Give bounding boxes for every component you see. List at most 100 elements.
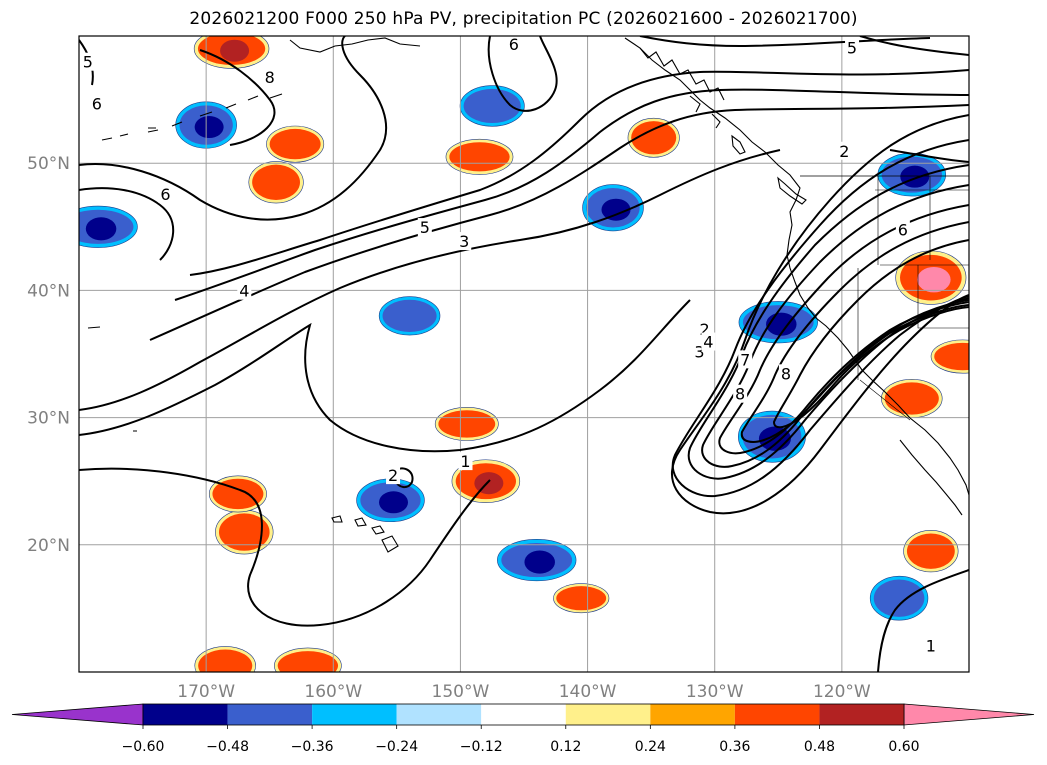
precip-core [900, 165, 930, 188]
colorbar-frame [142, 703, 905, 726]
alaska-coast [289, 37, 421, 53]
colorbar-swatch [650, 704, 735, 725]
colorbar-tick-label: −0.48 [206, 739, 249, 755]
precip-blob [248, 161, 304, 204]
precip-blob [869, 575, 929, 621]
colorbar-swatch [734, 704, 820, 725]
precip-blob [553, 583, 610, 614]
contour-label: 4 [239, 282, 249, 301]
colorbar-tick-label: 0.24 [635, 739, 666, 755]
contour-label: 4 [703, 333, 713, 352]
precip-mid [556, 586, 607, 611]
pv-contour-subtropical [79, 467, 491, 627]
colorbar-tick-label: 0.36 [719, 739, 750, 755]
contour-label-halo [738, 350, 753, 369]
precip-mid [631, 121, 677, 155]
pv-contours [79, 36, 969, 672]
pv-contour-jet-north-2 [174, 88, 969, 301]
precip-core [917, 266, 951, 293]
colorbar-tick-label: −0.60 [122, 739, 165, 755]
precip-blob [208, 475, 267, 513]
colorbar-tick-label: −0.36 [291, 739, 334, 755]
map-title: 2026021200 F000 250 hPa PV, precipitatio… [189, 9, 858, 29]
precip-blob [459, 85, 525, 127]
precip-blob [930, 339, 969, 374]
lon-label: 140°W [559, 682, 617, 702]
contour-label-halo [923, 636, 938, 655]
lon-label: 160°W [304, 682, 362, 702]
pv-contour-5-trough [718, 204, 969, 455]
precip-blob [451, 459, 521, 503]
precip-blob [266, 125, 325, 163]
contour-label-halo [733, 384, 748, 403]
pv-contour-6-trough [740, 221, 969, 443]
coastlines [87, 37, 969, 553]
precip-core [758, 426, 791, 451]
contour-label-halo [417, 218, 432, 237]
contour-label-halo [80, 52, 95, 71]
contour-label-halo [386, 466, 401, 485]
axis-labels: 50°N 40°N 30°N 20°N 170°W 160°W 150°W 140°W 130°… [27, 154, 871, 702]
precip-blob [881, 378, 943, 419]
precip-mid [218, 513, 270, 551]
pv-contour-4-trough [701, 184, 969, 468]
colorbar-swatch [565, 704, 651, 725]
contour-label: 2 [388, 466, 398, 485]
haida-gwaii [731, 134, 746, 155]
colorbar-tick-label: 0.12 [550, 739, 581, 755]
colorbar-tick-label: −0.12 [460, 739, 503, 755]
pv-contour-5-alaska-top [859, 36, 969, 56]
precip-core [194, 116, 224, 139]
contour-label: 8 [265, 68, 275, 87]
precip-mid [438, 410, 496, 438]
precip-blob [356, 478, 425, 523]
colorbar-swatch [143, 704, 228, 725]
contour-label: 3 [694, 343, 704, 362]
precip-mid [212, 478, 264, 510]
precip-core [379, 491, 408, 514]
pv-contour-jet-north-1 [189, 69, 969, 276]
lat-label: 20°N [27, 536, 70, 556]
contour-label-halo [895, 220, 910, 239]
colorbar-tick-label: 0.60 [888, 739, 919, 755]
vancouver-island [777, 176, 807, 205]
contour-label: 8 [781, 364, 791, 383]
precip-blob [378, 296, 441, 336]
precip-core [524, 550, 555, 574]
aleutian-islands [101, 93, 283, 141]
lat-label: 40°N [27, 281, 70, 301]
contour-label: 2 [699, 320, 709, 339]
colorbar-extend-max [903, 703, 1035, 726]
contour-label: 5 [83, 53, 93, 72]
precip-mid [382, 299, 437, 332]
hawaii-islands [331, 515, 399, 553]
pv-contour-ridge-loop [487, 36, 558, 112]
precipitation-shading [79, 36, 969, 672]
small-islands [87, 127, 156, 432]
us-state-lines [857, 176, 969, 421]
contour-label: 6 [509, 35, 519, 54]
contour-label: 1 [926, 637, 936, 656]
precip-blob [627, 117, 680, 158]
precip-mid [277, 651, 339, 672]
contour-label: 3 [459, 232, 469, 251]
contour-label: 5 [420, 218, 430, 237]
pv-contour-2-hawaii-loop [394, 467, 414, 488]
contour-label: 7 [740, 350, 750, 369]
pv-contour-8-bering [199, 49, 276, 146]
precip-blob [193, 36, 270, 69]
contour-label-halo [506, 36, 521, 53]
contour-label: 6 [160, 185, 170, 204]
contour-label-halo [837, 141, 852, 160]
precip-mid [934, 342, 969, 371]
contour-label: 8 [735, 385, 745, 404]
pv-contour-3-trough [687, 164, 969, 480]
colorbar: −0.60 −0.48 −0.36 −0.24 −0.12 0.12 0.24 0.36 0.4… [11, 703, 1035, 755]
precip-blob [497, 539, 577, 582]
colorbar-swatch [227, 704, 313, 725]
precip-blob [194, 646, 256, 672]
pv-contour-2-trough [671, 139, 969, 498]
lat-label: 30°N [27, 409, 70, 429]
baja-california [899, 439, 963, 516]
